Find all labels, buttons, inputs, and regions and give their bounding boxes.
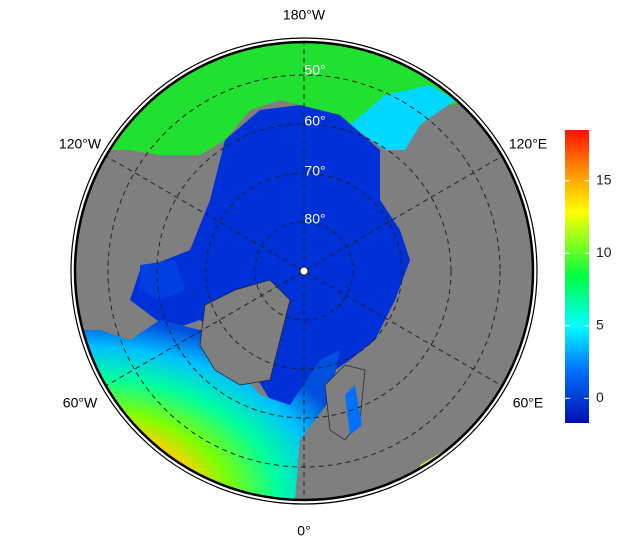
- latitude-label: 60°: [304, 113, 325, 129]
- baltic-sea: [345, 385, 362, 435]
- longitude-label: 0°: [297, 523, 310, 539]
- colorbar-tick-label: 5: [596, 317, 604, 333]
- colorbar-tick-label: 15: [596, 171, 612, 187]
- longitude-label: 60°E: [513, 395, 544, 411]
- arctic-ocean: [130, 105, 410, 420]
- north-pole: [299, 266, 309, 276]
- latitude-label: 80°: [304, 211, 325, 227]
- colorbar: [565, 130, 589, 423]
- map-border: [73, 40, 535, 502]
- colorbar-tick-label: 0: [596, 389, 604, 405]
- greenland: [199, 279, 291, 386]
- okhotsk-sea: [350, 85, 455, 150]
- colorbar-ticks: 0 5 10 15: [565, 171, 612, 405]
- map-border: [70, 37, 538, 505]
- map-disc: [75, 42, 533, 500]
- latitude-label: 70°: [304, 163, 325, 179]
- longitude-label: 120°W: [59, 136, 102, 152]
- colorbar-tick-label: 10: [596, 244, 612, 260]
- longitude-label: 180°W: [283, 7, 326, 23]
- hudson-bay: [140, 260, 185, 300]
- latitude-label: 50°: [304, 62, 325, 78]
- longitude-label: 60°W: [63, 395, 98, 411]
- graticule: [156, 123, 452, 419]
- longitude-label: 120°E: [509, 136, 547, 152]
